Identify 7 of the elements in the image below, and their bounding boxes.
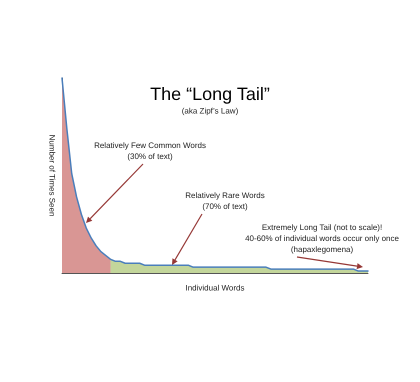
annotation: Relatively Rare Words (70% of text) (185, 191, 265, 211)
x-axis-title: Individual Words (186, 284, 244, 292)
annotation: Relatively Few Common Words (30% of text) (94, 141, 206, 161)
chart-title: The “Long Tail” (150, 84, 270, 104)
y-axis-title: Number of Times Seen (48, 134, 56, 216)
text: (aka Zipf’s Law) (182, 106, 239, 116)
annotation: Extremely Long Tail (not to scale)! 40-60% of individual words occur only once (hapaxlegomena) (245, 223, 400, 254)
